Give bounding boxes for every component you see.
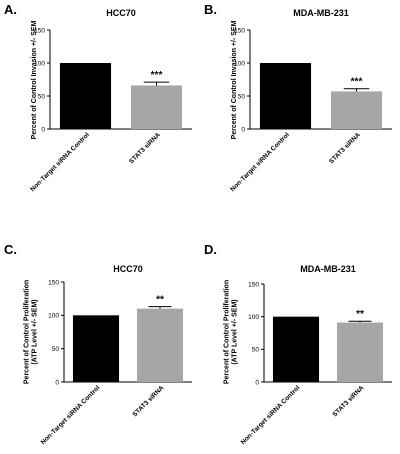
y-tick-label: 50: [52, 346, 60, 353]
y-tick-label: 150: [34, 27, 45, 34]
y-tick-label: 50: [238, 93, 246, 100]
y-tick-label: 100: [234, 60, 245, 67]
significance-label: **: [156, 295, 164, 306]
chart-title: MDA-MB-231: [300, 264, 356, 274]
panel-letter: B.: [204, 2, 217, 17]
y-tick-label: 0: [255, 379, 259, 386]
y-axis-label: Percent of Control Proliferation(ATP Lev…: [224, 280, 239, 384]
bar-2: [330, 91, 383, 129]
panel-letter: A.: [4, 2, 17, 17]
chart-panel-2: B. MDA-MB-231 Percent of Control Invasion …: [204, 2, 392, 193]
y-tick-label: 0: [41, 126, 45, 133]
significance-label: **: [356, 309, 364, 320]
y-tick-label: 150: [234, 27, 245, 34]
chart-panel-1: A. HCC70 Percent of Control Invasion +/- S…: [4, 2, 192, 193]
y-tick-label: 0: [241, 126, 245, 133]
bar-2: [130, 85, 183, 129]
significance-label: ***: [351, 77, 363, 88]
y-axis-label: Percent of Control Proliferation(ATP Lev…: [24, 280, 39, 384]
bar-1: [259, 63, 312, 129]
x-tick-label: STAT3 siRNA: [332, 384, 366, 418]
x-tick-label: Non-Target siRNA Control: [40, 384, 102, 446]
significance-label: ***: [151, 70, 163, 81]
panel-letter: C.: [4, 242, 17, 257]
chart-panel-3: C. HCC70 Percent of Control Proliferation(…: [4, 242, 192, 446]
y-tick-label: 100: [48, 313, 59, 320]
bar-1: [59, 63, 112, 129]
x-tick-label: Non-Target siRNA Control: [29, 131, 91, 193]
panel-letter: D.: [204, 242, 217, 257]
y-axis-label: Percent of Control Invasion +/- SEM: [31, 20, 38, 139]
x-tick-label: STAT3 siRNA: [328, 131, 362, 165]
y-axis-label: Percent of Control Invasion +/- SEM: [231, 20, 238, 139]
y-tick-label: 50: [252, 347, 260, 354]
x-tick-label: Non-Target siRNA Control: [229, 131, 291, 193]
bar-1: [72, 315, 120, 382]
chart-title: HCC70: [113, 264, 143, 274]
chart-title: HCC70: [106, 8, 136, 18]
x-tick-label: Non-Target siRNA Control: [240, 384, 302, 446]
bar-2: [136, 308, 184, 382]
y-tick-label: 0: [55, 379, 59, 386]
chart-panel-4: D. MDA-MB-231 Percent of Control Prolifera…: [204, 242, 392, 446]
x-tick-label: STAT3 siRNA: [132, 384, 166, 418]
bar-2: [336, 322, 384, 382]
y-tick-label: 150: [48, 279, 59, 286]
bar-1: [272, 316, 320, 382]
chart-title: MDA-MB-231: [293, 8, 349, 18]
x-tick-label: STAT3 siRNA: [128, 131, 162, 165]
y-tick-label: 100: [34, 60, 45, 67]
y-tick-label: 100: [248, 314, 259, 321]
y-tick-label: 150: [248, 281, 259, 288]
y-tick-label: 50: [38, 93, 46, 100]
